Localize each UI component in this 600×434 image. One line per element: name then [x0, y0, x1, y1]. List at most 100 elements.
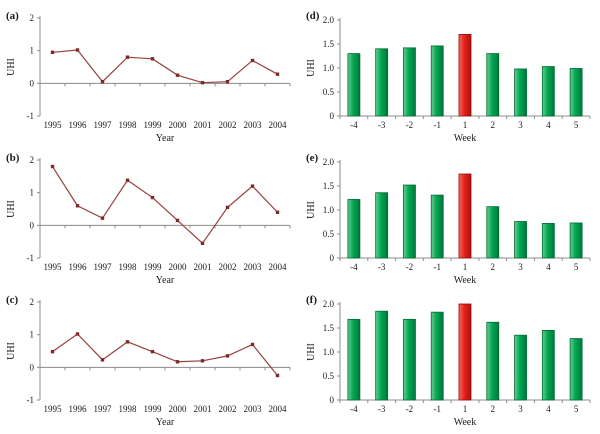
x-axis-title: Week: [454, 133, 477, 144]
x-tick-label: 1997: [94, 404, 113, 414]
bar: [430, 194, 444, 259]
x-tick-label: 2004: [269, 120, 288, 130]
data-point-marker: [150, 349, 155, 354]
data-point-marker: [200, 359, 205, 363]
x-tick-label: 2004: [269, 404, 288, 414]
panel-f: (f) 0 0.5 1.0 1.5 2.0 UHI -4 -3 -2 -1 1 2 3 4 5 Week: [304, 290, 596, 432]
x-tick-label: 2001: [194, 404, 212, 414]
y-axis: 2 1 0 -1: [27, 155, 41, 263]
panel-e-label: (e): [306, 152, 319, 164]
x-axis: [339, 399, 591, 403]
x-tick-label: 1998: [119, 404, 138, 414]
bar: [347, 199, 361, 259]
x-axis: [339, 257, 591, 261]
x-tick-label: -2: [406, 262, 414, 272]
chart-svg: 0 0.5 1.0 1.5 2.0 UHI -4 -3 -2 -1 1 2 3 4 5 Week: [306, 157, 591, 286]
bar: [486, 53, 500, 117]
panel-c-label: (c): [6, 294, 19, 306]
data-point-marker: [150, 195, 155, 200]
y-tick-label: 0.5: [323, 229, 335, 239]
x-axis: [39, 224, 291, 229]
x-axis-title: Week: [454, 275, 477, 286]
y-tick-label: -1: [27, 111, 35, 121]
x-tick-label: 1995: [44, 262, 63, 272]
x-tick-label: -1: [433, 120, 441, 130]
y-tick-label: 2: [30, 297, 35, 307]
y-tick-label: 1: [30, 330, 35, 340]
chart-e-canvas: 0 0.5 1.0 1.5 2.0 UHI -4 -3 -2 -1 1 2 3 4 5 Week: [304, 148, 596, 295]
bar: [403, 184, 416, 259]
y-tick-label: 0.5: [323, 371, 335, 381]
x-tick-label: 1997: [94, 120, 113, 130]
x-tick-label: -4: [350, 120, 358, 130]
bar-highlight: [458, 33, 472, 117]
data-point-marker: [100, 358, 105, 362]
data-point-marker: [175, 73, 180, 77]
data-point-marker: [75, 332, 80, 336]
y-tick-label: 1: [30, 188, 35, 198]
panel-b-label: (b): [6, 152, 20, 164]
y-tick-label: 1.5: [323, 181, 335, 191]
x-tick-label: 2000: [169, 404, 188, 414]
panel-b: (b) 2 1 0 -1 UHI 1995 1996 1997 1998 1999 2000 2001…: [4, 148, 296, 290]
bar: [514, 68, 527, 117]
x-tick-label: 2: [491, 404, 496, 414]
y-tick-label: 1.0: [323, 205, 335, 215]
chart-f-canvas: 0 0.5 1.0 1.5 2.0 UHI -4 -3 -2 -1 1 2 3 4 5 Week: [304, 290, 596, 434]
y-tick-label: 1.0: [323, 347, 335, 357]
x-tick-label: -2: [406, 120, 414, 130]
x-tick-label: -4: [350, 404, 358, 414]
chart-svg: 0 0.5 1.0 1.5 2.0 UHI -4 -3 -2 -1 1 2 3 4 5 Week: [306, 15, 591, 144]
y-tick-label: 0: [30, 362, 35, 372]
x-tick-label: -3: [378, 404, 386, 414]
x-tick-label: 2001: [194, 262, 212, 272]
y-tick-label: 1: [30, 46, 35, 56]
data-point-marker: [250, 58, 255, 63]
data-point-marker: [50, 164, 55, 169]
bar: [375, 192, 389, 259]
y-axis-title: UHI: [6, 58, 17, 76]
chart-d-canvas: 0 0.5 1.0 1.5 2.0 UHI -4 -3 -2 -1 1 2 3 4 5 Week: [304, 6, 596, 153]
y-tick-label: 0: [30, 220, 35, 230]
x-tick-label: 1998: [119, 120, 138, 130]
y-tick-label: 0: [330, 395, 335, 405]
x-tick-label: 1996: [69, 404, 88, 414]
y-tick-label: -1: [27, 253, 35, 263]
x-tick-label: 1995: [44, 404, 63, 414]
x-tick-label: -4: [350, 262, 358, 272]
x-tick-label: -2: [406, 404, 414, 414]
x-tick-label: 5: [574, 404, 579, 414]
line-series: [50, 48, 280, 85]
x-tick-label: 2002: [219, 404, 237, 414]
y-tick-label: 1.0: [323, 63, 335, 73]
bar: [541, 66, 555, 117]
data-point-marker: [275, 373, 280, 378]
data-point-marker: [275, 210, 280, 214]
bar-series: [347, 33, 583, 117]
y-tick-label: 0: [330, 111, 335, 121]
panel-d: (d) 0 0.5 1.0 1.5 2.0 UHI -4 -3 -2 -1 1 2 3 4 5 Week: [304, 6, 596, 148]
x-tick-label: 2003: [244, 262, 263, 272]
chart-svg: 2 1 0 -1 UHI 1995 1996 1997 1998 1999 2000 2001 2002…: [6, 13, 291, 144]
x-tick-label: -3: [378, 262, 386, 272]
x-tick-label: 1999: [144, 262, 163, 272]
x-tick-label: 4: [546, 120, 551, 130]
x-tick-label: 5: [574, 120, 579, 130]
bar: [403, 318, 416, 401]
data-point-marker: [150, 57, 155, 61]
x-tick-label: 2: [491, 120, 496, 130]
x-tick-label: 1999: [144, 404, 163, 414]
y-axis: 2 1 0 -1: [27, 297, 41, 405]
x-tick-label: 1999: [144, 120, 163, 130]
panel-e: (e) 0 0.5 1.0 1.5 2.0 UHI -4 -3 -2 -1 1 2 3 4 5 Week: [304, 148, 596, 290]
chart-c-canvas: 2 1 0 -1 UHI 1995 1996 1997 1998 1999 2000 2001 2002…: [4, 290, 296, 434]
y-axis: 0 0.5 1.0 1.5 2.0: [323, 157, 341, 263]
data-point-marker: [125, 178, 130, 182]
line-series: [50, 332, 280, 378]
panel-c: (c) 2 1 0 -1 UHI 1995 1996 1997 1998 1999 2000 2001…: [4, 290, 296, 432]
y-axis-title: UHI: [6, 342, 17, 360]
bar: [375, 48, 389, 117]
y-tick-label: 2: [30, 13, 35, 23]
x-tick-label: 2002: [219, 120, 237, 130]
data-point-marker: [175, 360, 180, 364]
